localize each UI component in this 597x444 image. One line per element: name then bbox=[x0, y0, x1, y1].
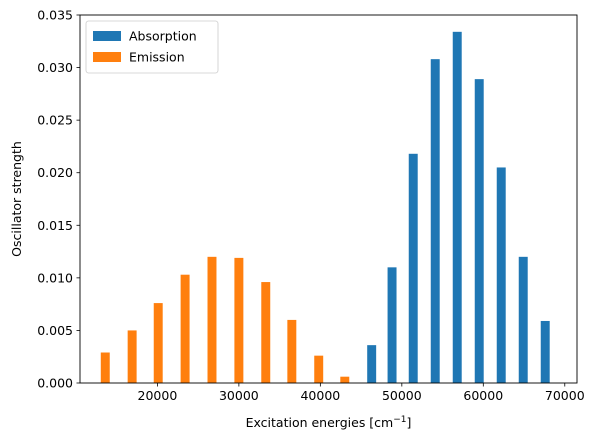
bar-absorption-7 bbox=[518, 256, 528, 383]
y-ticks: 0.000 0.005 0.010 0.015 0.020 0.025 0.030 0.035 bbox=[37, 8, 80, 391]
legend-swatch-emission bbox=[93, 52, 121, 62]
bar-emission-9 bbox=[340, 376, 350, 383]
legend-swatch-absorption bbox=[93, 31, 121, 41]
x-tick-label: 20000 bbox=[138, 388, 178, 403]
x-tick-label: 40000 bbox=[300, 388, 340, 403]
x-tick-label: 60000 bbox=[463, 388, 503, 403]
y-tick-label: 0.010 bbox=[37, 270, 73, 285]
y-axis-label: Oscillator strength bbox=[9, 141, 24, 257]
x-axis-label: Excitation energies [cm−1] bbox=[246, 415, 412, 430]
y-tick-label: 0.035 bbox=[37, 8, 73, 23]
axes-frame bbox=[79, 14, 578, 384]
bar-absorption-6 bbox=[496, 167, 506, 383]
bar-emission-0 bbox=[100, 352, 110, 383]
bar-absorption-0 bbox=[367, 345, 377, 383]
bar-emission-3 bbox=[180, 274, 190, 383]
y-tick-label: 0.015 bbox=[37, 218, 73, 233]
bar-emission-4 bbox=[207, 256, 217, 383]
bar-emission-6 bbox=[261, 282, 271, 383]
bar-emission-8 bbox=[314, 355, 324, 383]
bar-absorption-1 bbox=[387, 267, 397, 383]
bar-emission-1 bbox=[127, 330, 137, 383]
y-tick-label: 0.005 bbox=[37, 323, 73, 338]
bar-emission-5 bbox=[234, 257, 244, 383]
bar-emission-2 bbox=[153, 303, 163, 383]
bar-emission-7 bbox=[287, 319, 297, 383]
bars-layer bbox=[100, 31, 550, 383]
y-tick-label: 0.030 bbox=[37, 60, 73, 75]
bar-absorption-5 bbox=[474, 79, 484, 383]
x-ticks: 20000 30000 40000 50000 60000 70000 bbox=[138, 383, 585, 403]
x-tick-label: 70000 bbox=[545, 388, 585, 403]
x-tick-label: 30000 bbox=[219, 388, 259, 403]
bar-absorption-2 bbox=[408, 153, 418, 383]
legend: Absorption Emission bbox=[85, 20, 219, 74]
x-tick-label: 50000 bbox=[382, 388, 422, 403]
bar-absorption-3 bbox=[430, 59, 440, 383]
x-axis-label-sup: −1 bbox=[393, 415, 406, 425]
x-axis-label-suffix: ] bbox=[407, 415, 412, 430]
bar-absorption-8 bbox=[540, 320, 550, 383]
y-tick-label: 0.025 bbox=[37, 113, 73, 128]
y-tick-label: 0.020 bbox=[37, 165, 73, 180]
bar-absorption-4 bbox=[452, 31, 462, 383]
legend-label-absorption: Absorption bbox=[129, 29, 197, 44]
y-tick-label: 0.000 bbox=[37, 376, 73, 391]
x-axis-label-main: Excitation energies [cm bbox=[246, 415, 394, 430]
legend-label-emission: Emission bbox=[129, 50, 185, 65]
